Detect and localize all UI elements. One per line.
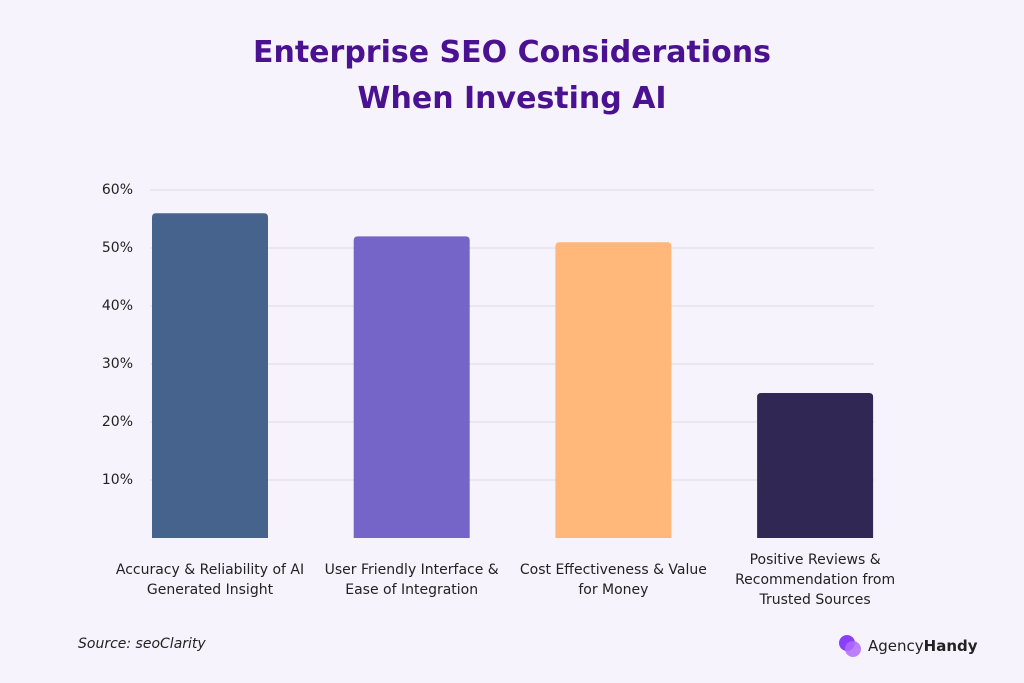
x-tick-label: User Friendly Interface & Ease of Integr…: [324, 562, 499, 598]
source: Source: seoClarity: [78, 636, 206, 652]
x-tick-label: Cost Effectiveness & Value for Money: [519, 562, 707, 598]
logo: Agency Handy: [838, 634, 978, 658]
bar: [555, 242, 672, 538]
bar: [152, 213, 268, 538]
logo-icon: [839, 635, 861, 657]
y-tick-label: 30%: [102, 356, 133, 372]
logo-regular: Agency: [868, 637, 924, 655]
y-tick-label: 20%: [102, 414, 133, 430]
y-tick-label: 10%: [102, 472, 133, 488]
y-tick-label: 60%: [102, 182, 133, 198]
x-tick-label: Accuracy & Reliability of AI Generated I…: [115, 562, 305, 598]
bar: [757, 393, 874, 538]
x-tick-label: Positive Reviews & Recommendation from T…: [735, 552, 896, 608]
y-tick-label: 50%: [102, 240, 133, 256]
logo-bold: Handy: [923, 637, 978, 655]
y-tick-label: 40%: [102, 298, 133, 314]
chart-title: Enterprise SEO Considerations When Inves…: [252, 35, 771, 116]
bar: [353, 236, 470, 538]
